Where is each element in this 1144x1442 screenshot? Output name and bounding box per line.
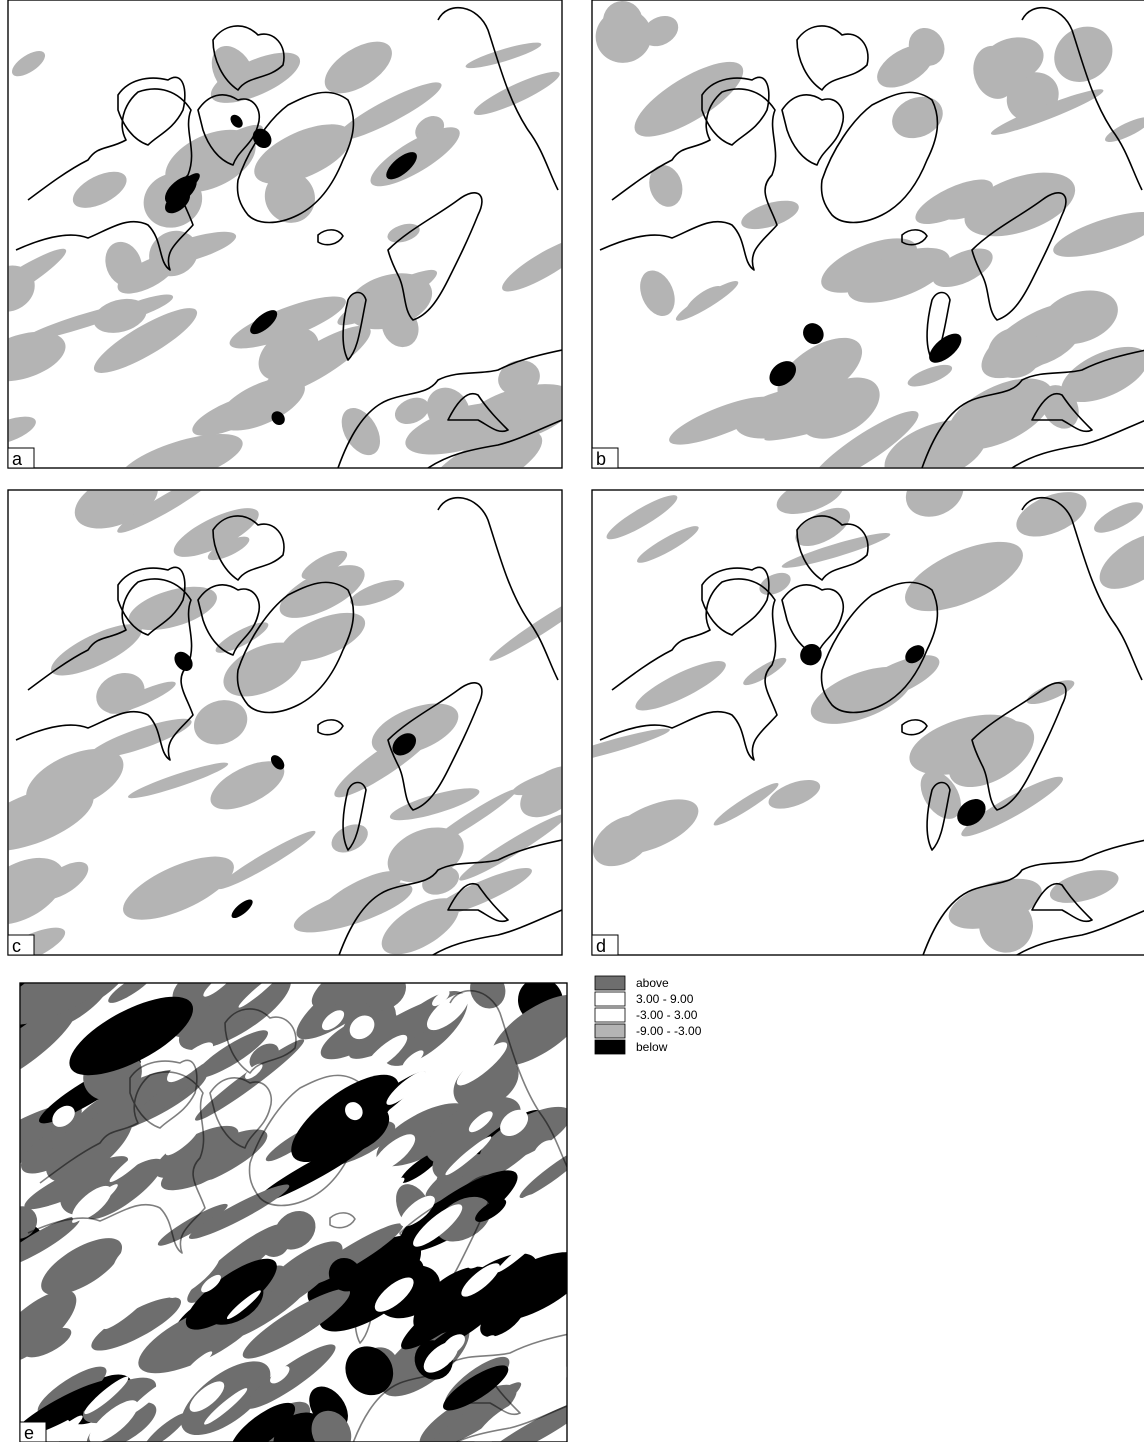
map-panel: c — [0, 462, 613, 974]
page: Map panels body { margin: 0; background:… — [0, 0, 1144, 1442]
figure: a b c d e above 3.00 - 9.00 -3.00 - 3.00 -9.00… — [0, 0, 1144, 1442]
legend-swatch — [595, 1024, 625, 1038]
legend-label: -9.00 - -3.00 — [636, 1024, 702, 1038]
panel-label: c — [12, 936, 21, 956]
panel-label: d — [596, 936, 606, 956]
panel-label: a — [12, 449, 23, 469]
panel-label: e — [24, 1423, 34, 1442]
map-panel: e — [0, 936, 597, 1442]
legend-swatch — [595, 1040, 625, 1054]
legend: above 3.00 - 9.00 -3.00 - 3.00 -9.00 - -3.… — [595, 976, 702, 1054]
legend-swatch — [595, 976, 625, 990]
map-panel: b — [589, 0, 1144, 496]
map-panel: d — [550, 460, 1144, 959]
legend-label: below — [636, 1040, 668, 1054]
panels: a b c d e — [0, 0, 1144, 1442]
page-body: {"panels": [{"label": "a"}, {"label": "b… — [0, 0, 1144, 1442]
legend-swatch — [595, 992, 625, 1006]
legend-label: -3.00 - 3.00 — [636, 1008, 698, 1022]
legend-label: above — [636, 976, 669, 990]
legend-swatch — [595, 1008, 625, 1022]
map-panel: a — [0, 0, 593, 513]
legend-label: 3.00 - 9.00 — [636, 992, 694, 1006]
panel-label: b — [596, 449, 606, 469]
